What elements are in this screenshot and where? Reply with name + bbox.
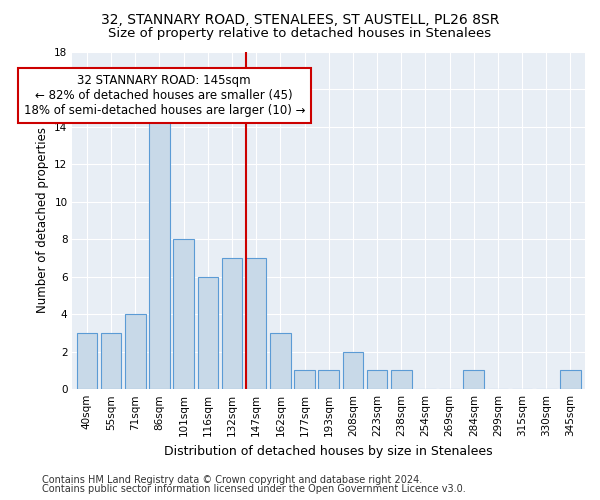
Bar — [246, 258, 266, 389]
Bar — [222, 258, 242, 389]
Text: 32, STANNARY ROAD, STENALEES, ST AUSTELL, PL26 8SR: 32, STANNARY ROAD, STENALEES, ST AUSTELL… — [101, 12, 499, 26]
Bar — [367, 370, 388, 389]
Text: Contains HM Land Registry data © Crown copyright and database right 2024.: Contains HM Land Registry data © Crown c… — [42, 475, 422, 485]
Bar — [294, 370, 315, 389]
Bar — [319, 370, 339, 389]
Bar — [125, 314, 146, 389]
Bar — [391, 370, 412, 389]
Y-axis label: Number of detached properties: Number of detached properties — [36, 128, 49, 314]
X-axis label: Distribution of detached houses by size in Stenalees: Distribution of detached houses by size … — [164, 444, 493, 458]
Bar — [270, 333, 290, 389]
Bar — [197, 276, 218, 389]
Text: Contains public sector information licensed under the Open Government Licence v3: Contains public sector information licen… — [42, 484, 466, 494]
Bar — [173, 239, 194, 389]
Bar — [463, 370, 484, 389]
Bar — [343, 352, 363, 389]
Bar — [77, 333, 97, 389]
Bar — [560, 370, 581, 389]
Text: Size of property relative to detached houses in Stenalees: Size of property relative to detached ho… — [109, 28, 491, 40]
Text: 32 STANNARY ROAD: 145sqm
← 82% of detached houses are smaller (45)
18% of semi-d: 32 STANNARY ROAD: 145sqm ← 82% of detach… — [23, 74, 305, 117]
Bar — [149, 108, 170, 389]
Bar — [101, 333, 121, 389]
